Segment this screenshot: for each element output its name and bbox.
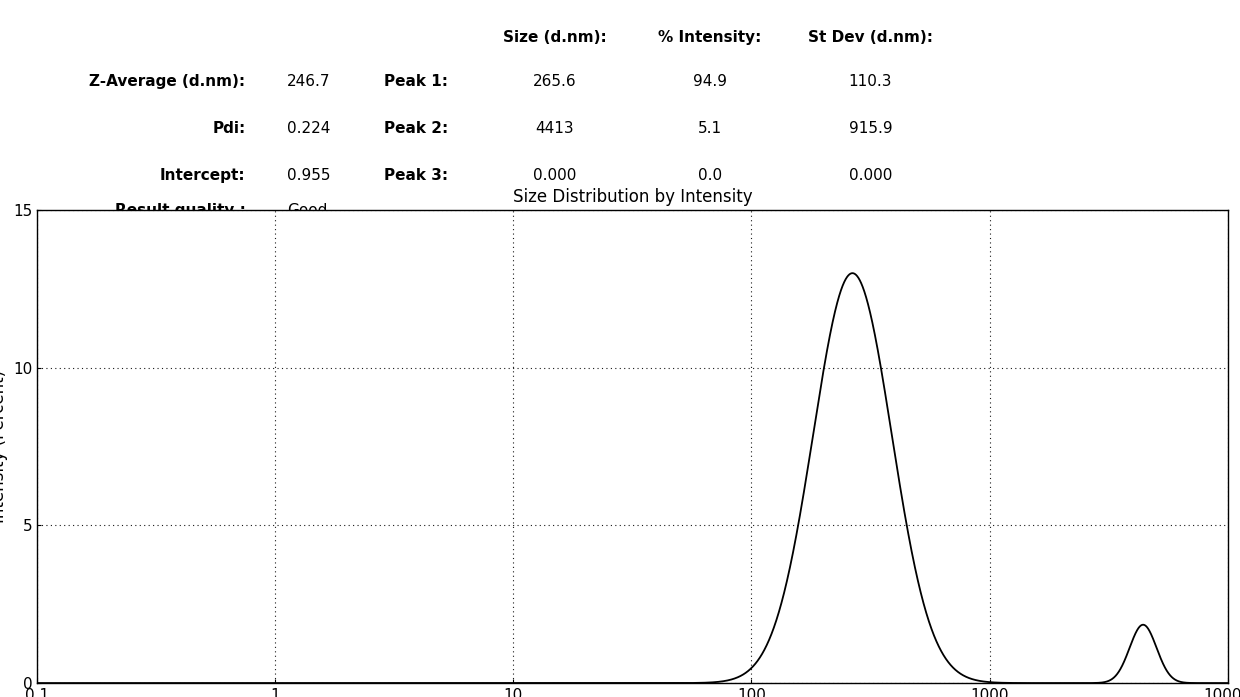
Text: Z-Average (d.nm):: Z-Average (d.nm): <box>89 74 246 89</box>
Text: 915.9: 915.9 <box>848 121 893 136</box>
Text: Peak 3:: Peak 3: <box>383 169 448 183</box>
Text: 0.000: 0.000 <box>849 169 892 183</box>
Text: Peak 2:: Peak 2: <box>383 121 448 136</box>
Y-axis label: Intensity (Percent): Intensity (Percent) <box>0 370 7 523</box>
Text: 5.1: 5.1 <box>698 121 722 136</box>
Text: 110.3: 110.3 <box>848 74 893 89</box>
Text: Intercept:: Intercept: <box>160 169 246 183</box>
Text: 0.0: 0.0 <box>698 169 722 183</box>
Text: 0.000: 0.000 <box>533 169 577 183</box>
Text: 265.6: 265.6 <box>533 74 577 89</box>
Text: 0.224: 0.224 <box>288 121 331 136</box>
Text: % Intensity:: % Intensity: <box>658 31 761 45</box>
Text: 0.955: 0.955 <box>288 169 331 183</box>
Text: St Dev (d.nm):: St Dev (d.nm): <box>808 31 932 45</box>
Text: Size (d.nm):: Size (d.nm): <box>503 31 606 45</box>
Text: 94.9: 94.9 <box>693 74 727 89</box>
Text: 4413: 4413 <box>536 121 574 136</box>
Text: Result quality :: Result quality : <box>114 203 246 217</box>
Text: Pdi:: Pdi: <box>212 121 246 136</box>
Text: Peak 1:: Peak 1: <box>384 74 448 89</box>
Title: Size Distribution by Intensity: Size Distribution by Intensity <box>512 187 753 206</box>
Text: 246.7: 246.7 <box>288 74 331 89</box>
Text: Good: Good <box>288 203 327 217</box>
